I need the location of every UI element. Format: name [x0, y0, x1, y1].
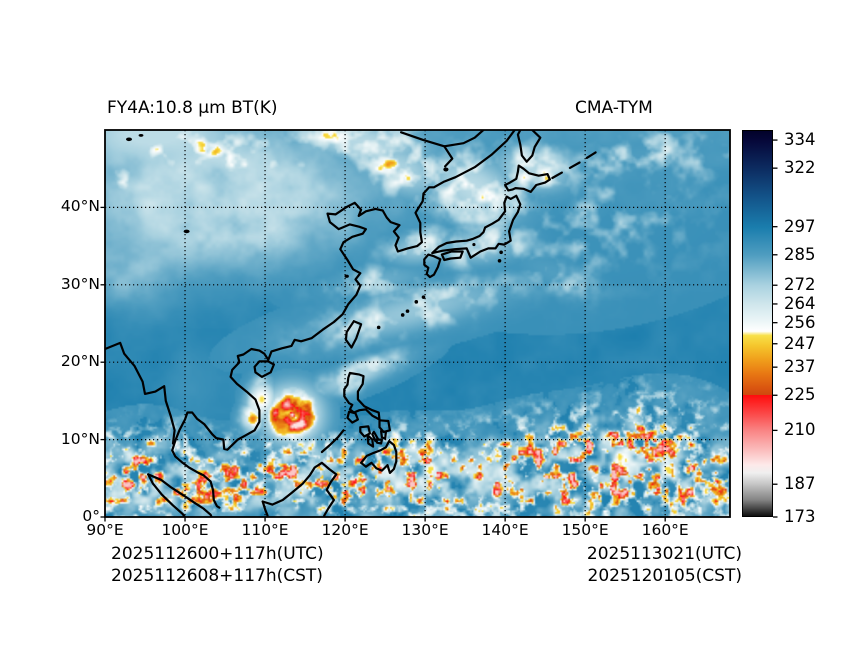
colorbar-tick-label: 272 [784, 275, 816, 295]
y-tick-label: 30°N [60, 274, 100, 293]
y-tick-label: 0° [82, 507, 100, 525]
colorbar-tick-label: 264 [784, 293, 816, 313]
colorbar-tick-label: 334 [784, 130, 816, 150]
colorbar-tick-label: 187 [784, 474, 816, 494]
valid-time-utc: 2025113021(UTC) [586, 544, 742, 564]
forecast-start-utc: 2025112600+117h(UTC) [111, 544, 324, 564]
colorbar-tick-label: 285 [784, 244, 816, 264]
forecast-start-cst: 2025112608+117h(CST) [111, 566, 323, 586]
colorbar-tick-label: 322 [784, 158, 816, 178]
colorbar-ticks [773, 139, 778, 518]
y-tick-label: 20°N [60, 352, 100, 371]
x-tick-label: 100°E [161, 521, 209, 539]
colorbar-tick-label: 210 [784, 420, 816, 440]
y-tick-label: 10°N [60, 429, 100, 448]
y-tick-label: 40°N [60, 197, 100, 216]
colorbar-tick-label: 225 [784, 385, 816, 405]
x-tick-label: 140°E [481, 521, 529, 539]
model-title: CMA-TYM [575, 98, 653, 118]
colorbar-gradient [742, 130, 773, 517]
colorbar-tick-label: 237 [784, 357, 816, 377]
colorbar-tick-label: 173 [784, 507, 816, 526]
x-tick-label: 130°E [401, 521, 449, 539]
bt-field-canvas [105, 130, 730, 517]
plot-title-left: FY4A:10.8 μm BT(K) [107, 98, 278, 118]
x-tick-label: 150°E [561, 521, 609, 539]
colorbar-tick-label: 247 [784, 333, 816, 353]
colorbar-tick-label: 256 [784, 312, 816, 332]
colorbar-tick-label: 297 [784, 216, 816, 236]
x-tick-label: 90°E [86, 521, 124, 539]
x-tick-label: 160°E [641, 521, 689, 539]
x-tick-label: 120°E [321, 521, 369, 539]
valid-time-cst: 2025120105(CST) [587, 566, 742, 586]
x-tick-label: 110°E [241, 521, 289, 539]
